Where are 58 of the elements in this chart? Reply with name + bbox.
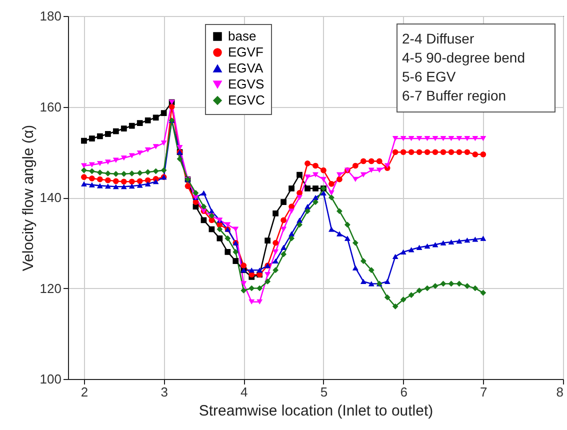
x-axis-title: Streamwise location (Inlet to outlet) <box>198 402 434 420</box>
point <box>304 186 310 192</box>
y-tick-label: 180 <box>40 8 62 24</box>
point <box>97 183 103 188</box>
annotation: 2-4 Diffuser <box>402 30 474 46</box>
point <box>360 172 366 178</box>
legend-label: EGVC <box>228 92 265 108</box>
legend-label: EGVF <box>228 44 264 60</box>
legend-label: EGVS <box>228 76 264 92</box>
y-tick-label: 160 <box>40 99 62 114</box>
point <box>288 204 294 210</box>
x-tick-label: 6 <box>400 384 408 400</box>
point <box>344 236 350 241</box>
x-tick-label: 4 <box>240 384 248 400</box>
y-tick-label: 100 <box>40 372 62 386</box>
annotation: 5-6 EGV <box>402 68 456 84</box>
point <box>105 131 111 137</box>
point <box>352 176 358 182</box>
point <box>105 170 111 176</box>
point <box>280 199 286 205</box>
x-tick-label: 5 <box>320 384 328 400</box>
point <box>264 278 271 284</box>
point <box>288 186 294 192</box>
point <box>328 226 334 232</box>
point <box>288 231 294 236</box>
point <box>304 160 310 166</box>
point <box>89 176 95 182</box>
annotation: 6-7 Buffer region <box>402 88 506 104</box>
point <box>280 226 286 232</box>
y-axis-title: Velocity flow angle (α) <box>20 124 37 272</box>
legend-label: base <box>228 28 256 44</box>
point <box>89 182 95 188</box>
point <box>97 170 103 176</box>
point <box>89 162 95 168</box>
y-tick-label: 120 <box>40 280 62 296</box>
point <box>81 174 87 180</box>
point <box>105 184 111 189</box>
point <box>81 163 87 168</box>
legend-label: EGVA <box>228 60 264 76</box>
point <box>296 218 302 223</box>
x-tick-label: 2 <box>80 384 88 400</box>
x-tick-label: 7 <box>480 384 488 400</box>
point <box>312 199 318 205</box>
x-tick-label: 8 <box>556 384 564 400</box>
point <box>320 176 326 182</box>
point <box>112 170 119 177</box>
point <box>352 265 358 270</box>
point <box>336 231 342 236</box>
point <box>360 258 366 264</box>
x-tick-label: 3 <box>160 384 168 400</box>
point <box>328 194 334 200</box>
point <box>336 172 342 178</box>
point <box>312 172 318 178</box>
annotation: 4-5 90-degree bend <box>402 50 525 66</box>
y-tick-label: 140 <box>40 190 62 205</box>
point <box>112 158 119 163</box>
point <box>312 186 318 192</box>
point <box>89 136 95 142</box>
